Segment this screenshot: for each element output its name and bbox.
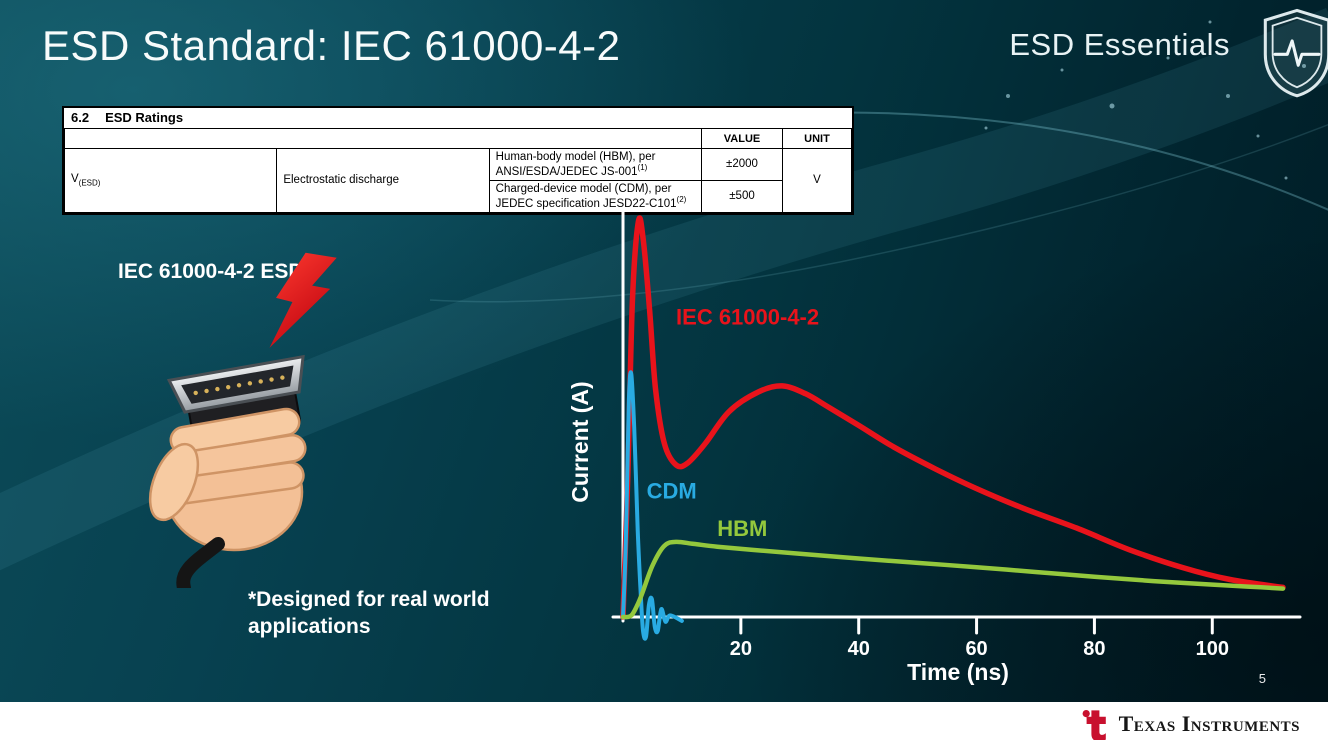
curve-label: IEC 61000-4-2	[676, 305, 819, 330]
param-symbol-cell: V(ESD)	[63, 148, 278, 213]
x-axis-title: Time (ns)	[907, 659, 1009, 685]
col-header-value: VALUE	[701, 128, 783, 149]
hand	[148, 407, 307, 552]
table-row: V(ESD) Electrostatic discharge Human-bod…	[63, 148, 852, 213]
ti-logo: Texas Instruments	[1081, 708, 1300, 740]
page-title: ESD Standard: IEC 61000-4-2	[42, 22, 621, 69]
table-section-number: 6.2	[71, 110, 90, 125]
param-name-cell: Electrostatic discharge	[276, 148, 490, 213]
heartbeat-pulse-icon	[1273, 39, 1321, 67]
curve-cdm	[621, 370, 684, 641]
table-row: Charged-device model (CDM), per JEDEC sp…	[65, 179, 852, 213]
ti-wordmark: Texas Instruments	[1118, 711, 1300, 736]
x-tick-label: 80	[1083, 638, 1105, 660]
footer-bar: Texas Instruments	[0, 702, 1328, 746]
esd-ratings-table: 6.2 ESD Ratings VALUE UNIT V(ESD) Electro…	[62, 106, 854, 215]
waveform-chart: 20 40 60 80 100 Time (ns) Current (A) IEC 61000…	[567, 206, 1302, 685]
cdm-description-cell: Charged-device model (CDM), per JEDEC sp…	[488, 179, 703, 213]
y-axis-title: Current (A)	[567, 381, 593, 502]
x-tick-label: 60	[965, 638, 987, 660]
cable	[176, 537, 225, 588]
table-section-title: 6.2 ESD Ratings	[64, 108, 852, 128]
table-section-name: ESD Ratings	[105, 110, 184, 125]
lightning-bolt-icon	[269, 252, 337, 348]
ti-bug-icon	[1082, 710, 1106, 740]
page-number: 5	[1258, 671, 1266, 686]
footnote-text: *Designed for real world applications	[248, 588, 490, 639]
curve-iec-61000-4-2	[620, 215, 1286, 620]
unit-cell: V	[782, 148, 852, 213]
x-tick-label: 20	[730, 638, 752, 660]
connector-label: IEC 61000-4-2 ESD	[118, 260, 304, 283]
curve-label: CDM	[647, 479, 697, 504]
x-tick-label: 100	[1196, 638, 1229, 660]
hand-holding-hdmi-illustration	[148, 354, 307, 588]
col-header-unit: UNIT	[782, 128, 852, 149]
header-empty-cell	[64, 128, 702, 149]
esd-shield-icon	[1263, 8, 1328, 98]
series-title: ESD Essentials	[1009, 27, 1230, 62]
hbm-description-cell: Human-body model (HBM), per ANSI/ESDA/JE…	[488, 148, 703, 181]
cdm-value-cell: ±500	[701, 179, 783, 213]
curve-hbm	[620, 539, 1286, 620]
hbm-value-cell: ±2000	[701, 148, 783, 181]
curve-label: HBM	[717, 516, 767, 541]
x-tick-label: 40	[848, 638, 870, 660]
